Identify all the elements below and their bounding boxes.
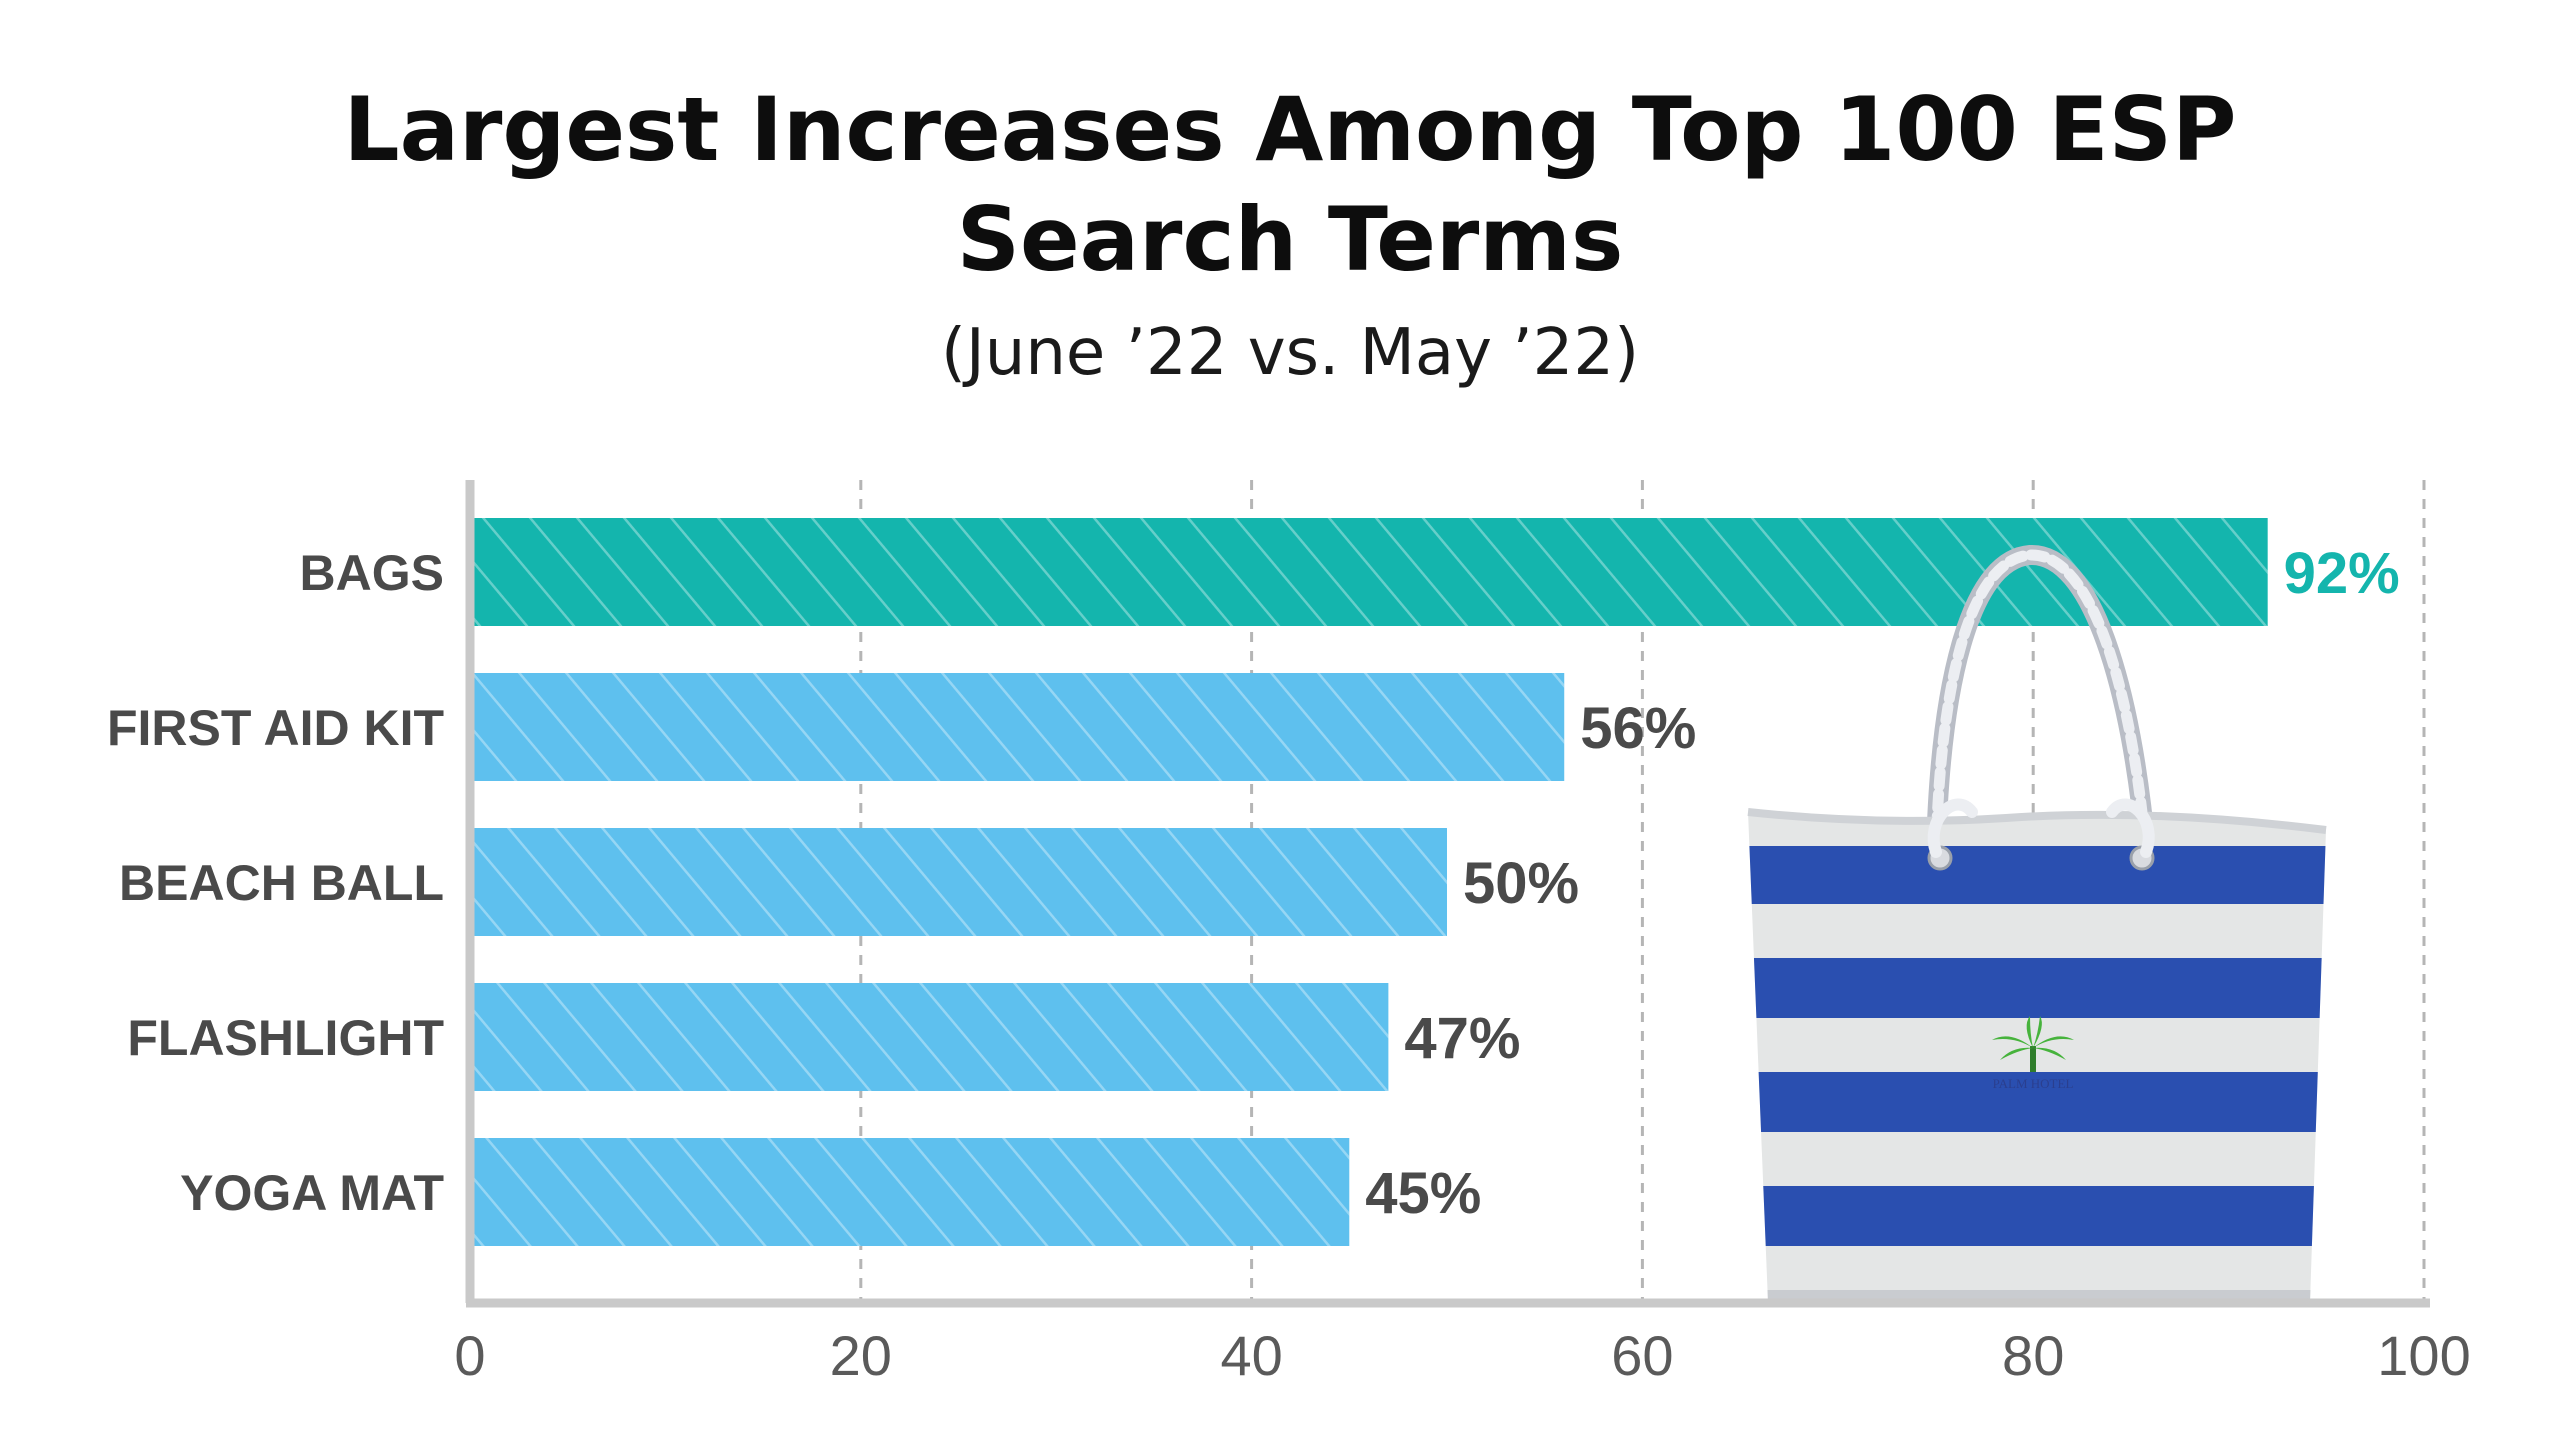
chart-title-line-2: Search Terms — [957, 188, 1624, 291]
value-label-yoga-mat: 45% — [1365, 1161, 1481, 1226]
x-tick-label-20: 20 — [830, 1324, 892, 1387]
category-label-first-aid-kit: FIRST AID KIT — [107, 700, 444, 756]
chart-title-line-1: Largest Increases Among Top 100 ESP — [344, 78, 2237, 181]
palm-tree-icon — [1992, 1016, 2074, 1072]
bar-hatch-flashlight — [470, 983, 1389, 1091]
category-label-beach-ball: BEACH BALL — [119, 855, 444, 911]
category-label-yoga-mat: YOGA MAT — [180, 1165, 444, 1221]
x-tick-label-80: 80 — [2002, 1324, 2064, 1387]
bag-logo-text: PALM HOTEL — [1993, 1076, 2074, 1091]
labels: 0 20 40 60 80 100 BAGS 92% FIRST AID KIT 56% BEACH… — [107, 541, 2471, 1387]
bars — [470, 518, 2268, 1246]
chart-subtitle: (June ’22 vs. May ’22) — [941, 316, 1639, 390]
x-tick-label-100: 100 — [2377, 1324, 2470, 1387]
axes — [465, 480, 2430, 1308]
x-tick-label-0: 0 — [454, 1324, 485, 1387]
x-tick-label-40: 40 — [1220, 1324, 1282, 1387]
bar-hatch-beach-ball — [470, 828, 1447, 936]
value-label-bags: 92% — [2284, 541, 2400, 606]
category-label-flashlight: FLASHLIGHT — [127, 1010, 444, 1066]
value-label-first-aid-kit: 56% — [1580, 696, 1696, 761]
bar-hatch-first-aid-kit — [470, 673, 1565, 781]
tote-bag-icon: PALM HOTEL — [1747, 545, 2327, 1302]
value-label-beach-ball: 50% — [1463, 851, 1579, 916]
bar-hatch-yoga-mat — [470, 1138, 1350, 1246]
category-label-bags: BAGS — [300, 545, 444, 601]
x-tick-label-60: 60 — [1611, 1324, 1673, 1387]
value-label-flashlight: 47% — [1404, 1006, 1520, 1071]
